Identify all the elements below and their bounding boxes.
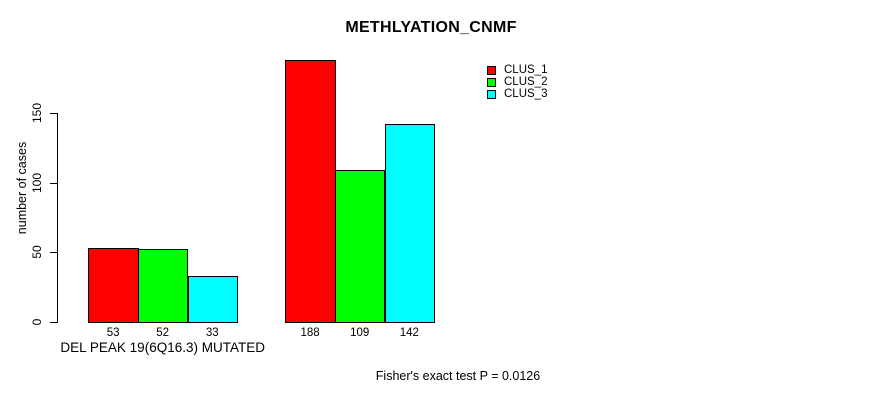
y-axis-label: number of cases	[15, 141, 29, 235]
bar-value-label-clus_1-group1: 53	[106, 327, 120, 339]
bar-clus_3-group2	[384, 123, 436, 323]
chart-title: METHLYATION_CNMF	[345, 19, 517, 36]
x-axis-category-label: DEL PEAK 19(6Q16.3) MUTATED	[60, 340, 265, 355]
legend-item-clus-2: CLUS_2	[487, 76, 547, 88]
bar-value-label-clus_2-group1: 52	[156, 327, 170, 339]
legend-item-clus-3: CLUS_3	[487, 88, 547, 100]
legend-swatch-clus-2-icon	[487, 77, 496, 87]
bar-clus_3-group1	[187, 275, 239, 323]
legend-item-clus-1: CLUS_1	[487, 64, 547, 76]
y-tick-label-50: 50	[30, 245, 44, 259]
legend-swatch-clus-3-icon	[487, 89, 496, 99]
y-tick-label-0: 0	[30, 318, 44, 326]
bar-value-label-clus_3-group1: 33	[205, 327, 219, 339]
y-axis-tick-100	[50, 182, 57, 184]
legend-label-clus-2: CLUS_2	[504, 76, 548, 88]
y-axis-tick-0	[50, 322, 57, 323]
y-tick-label-100: 100	[30, 172, 44, 193]
y-axis-line	[57, 112, 58, 323]
legend-label-clus-3: CLUS_3	[504, 88, 548, 100]
bar-clus_2-group1	[137, 249, 189, 323]
legend: CLUS_1 CLUS_2 CLUS_3	[487, 64, 547, 100]
fisher-test-annotation: Fisher's exact test P = 0.0126	[375, 369, 541, 383]
y-axis-tick-150	[50, 112, 57, 114]
bar-value-label-clus_2-group2: 109	[350, 327, 370, 339]
bar-value-label-clus_1-group2: 188	[300, 327, 320, 339]
y-axis-tick-50	[50, 252, 57, 254]
bar-clus_1-group1	[88, 248, 139, 323]
bar-value-label-clus_3-group2: 142	[399, 327, 419, 339]
bar-clus_1-group2	[285, 59, 336, 323]
legend-swatch-clus-1-icon	[487, 65, 496, 75]
legend-label-clus-1: CLUS_1	[504, 64, 548, 76]
y-tick-label-150: 150	[30, 102, 44, 123]
bar-clus_2-group2	[334, 169, 386, 323]
